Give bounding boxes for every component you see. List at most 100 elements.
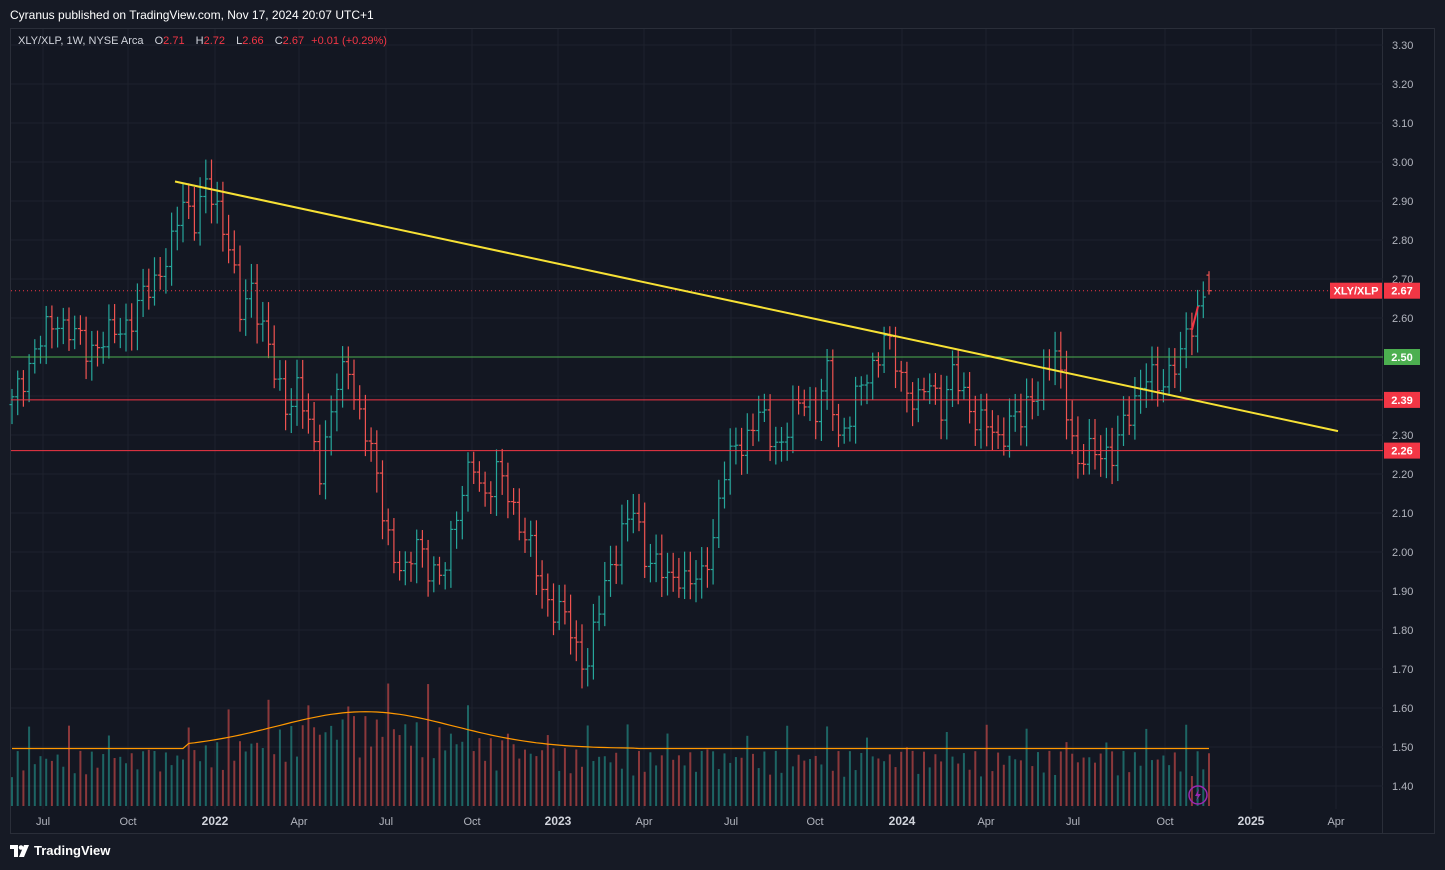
volume-bar xyxy=(854,770,857,806)
time-tick-label: Jul xyxy=(379,816,393,828)
volume-bar xyxy=(900,751,903,806)
volume-bar xyxy=(313,727,316,806)
volume-bar xyxy=(50,760,53,806)
volume-bar xyxy=(1168,765,1171,806)
volume-bar xyxy=(1162,755,1165,806)
legend-close-label: C xyxy=(274,35,283,47)
volume-bar xyxy=(107,735,110,806)
tradingview-brand[interactable]: TradingView xyxy=(10,843,110,858)
price-tick-label: 2.10 xyxy=(1392,508,1413,520)
volume-bar xyxy=(1002,764,1005,806)
volume-bar xyxy=(524,749,526,806)
volume-bar xyxy=(501,740,504,806)
price-label-bg xyxy=(1384,349,1420,365)
volume-bar xyxy=(467,705,469,806)
volume-bar xyxy=(261,748,264,806)
time-tick-label: 2023 xyxy=(545,814,572,828)
volume-bar xyxy=(1065,742,1068,806)
volume-bar xyxy=(820,764,823,806)
volume-bar xyxy=(1156,759,1159,806)
volume-bar xyxy=(199,761,202,806)
volume-bar xyxy=(11,777,13,806)
volume-bar xyxy=(740,757,743,806)
volume-bar xyxy=(415,722,418,806)
volume-bar xyxy=(1122,750,1125,806)
drawn-segment[interactable] xyxy=(1191,306,1199,330)
volume-bar xyxy=(609,762,612,806)
volume-bar xyxy=(695,771,697,806)
volume-bar xyxy=(318,734,321,806)
volume-bar xyxy=(1059,751,1062,806)
volume-bar xyxy=(1116,775,1119,806)
volume-bar xyxy=(968,769,971,806)
price-tick-label: 3.00 xyxy=(1392,157,1413,169)
volume-bar xyxy=(848,751,851,806)
volume-bar xyxy=(28,726,31,806)
volume-bar xyxy=(558,770,561,806)
volume-bar xyxy=(73,773,76,806)
lightning-icon[interactable] xyxy=(1188,785,1208,805)
volume-bar xyxy=(586,725,589,806)
price-tick-label: 2.00 xyxy=(1392,547,1413,559)
volume-bar xyxy=(563,748,566,806)
volume-bar xyxy=(575,749,578,806)
volume-bar xyxy=(204,745,207,806)
volume-bar xyxy=(404,724,407,806)
volume-bar xyxy=(341,719,344,806)
trendline[interactable] xyxy=(174,180,1339,433)
volume-bar xyxy=(216,742,219,806)
volume-bar xyxy=(911,750,914,806)
volume-bar xyxy=(689,752,692,806)
lightning-bolt-icon xyxy=(1195,789,1201,801)
volume-bar xyxy=(449,733,452,806)
volume-bar xyxy=(980,776,982,806)
volume-bar xyxy=(928,767,931,806)
legend-symbol: XLY/XLP, 1W, NYSE Arca xyxy=(18,35,144,47)
volume-bar xyxy=(119,756,122,806)
volume-bar xyxy=(677,755,680,806)
last-price-label-bg xyxy=(1384,282,1420,299)
volume-bar xyxy=(187,727,190,806)
volume-bar xyxy=(489,738,492,806)
volume-bar xyxy=(626,724,629,806)
volume-bar xyxy=(461,741,464,806)
time-tick-label: Apr xyxy=(290,816,307,828)
volume-bar xyxy=(307,705,310,806)
volume-bar xyxy=(1088,757,1091,806)
brand-label: TradingView xyxy=(34,843,111,858)
price-tick-label: 1.50 xyxy=(1392,742,1413,754)
price-axis[interactable] xyxy=(1383,28,1435,834)
publisher-text: Cyranus published on TradingView.com, No… xyxy=(10,8,374,22)
tradingview-logo-icon xyxy=(10,844,29,857)
time-tick-label: Oct xyxy=(806,816,823,828)
volume-bar xyxy=(598,756,601,806)
volume-bar xyxy=(102,754,105,806)
volume-bar xyxy=(797,754,800,806)
price-tick-label: 1.70 xyxy=(1392,664,1413,676)
volume-bar xyxy=(809,759,811,806)
price-tick-label: 1.90 xyxy=(1392,586,1413,598)
volume-bar xyxy=(1031,766,1034,806)
volume-bar xyxy=(164,752,167,806)
volume-bar xyxy=(683,765,686,806)
volume-bar xyxy=(1133,752,1136,806)
volume-bar xyxy=(427,684,430,806)
time-tick-label: Apr xyxy=(977,816,994,828)
legend-close-value: 2.67 xyxy=(282,35,305,47)
volume-bar xyxy=(1145,728,1148,806)
volume-bar xyxy=(541,750,544,806)
volume-bar xyxy=(746,735,749,806)
volume-bar xyxy=(985,724,988,806)
volume-bar xyxy=(655,765,658,806)
volume-bar xyxy=(278,729,281,806)
volume-bar xyxy=(1208,753,1210,806)
volume-bar xyxy=(370,746,373,806)
volume-bar xyxy=(1008,755,1011,806)
volume-bar xyxy=(79,750,82,806)
volume-bar xyxy=(1111,751,1114,806)
price-tick-label: 2.30 xyxy=(1392,430,1413,442)
volume-bar xyxy=(136,769,139,806)
legend-open-value: 2.71 xyxy=(163,35,185,47)
volume-bar xyxy=(193,750,196,806)
